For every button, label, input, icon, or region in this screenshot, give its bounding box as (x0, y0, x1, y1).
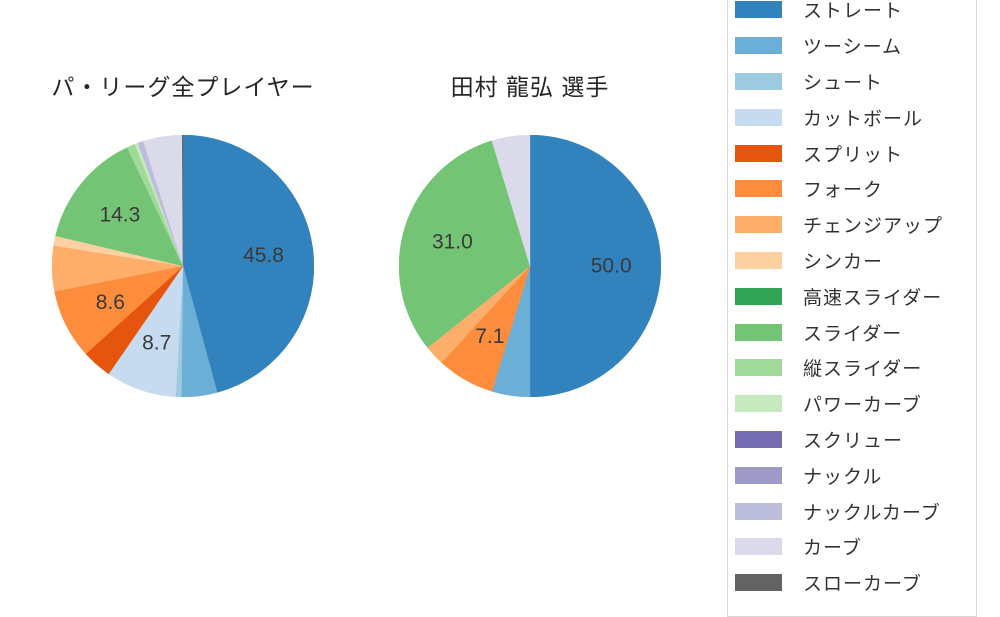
legend-swatch (735, 359, 782, 377)
legend-swatch (735, 502, 782, 520)
legend-item-label: カットボール (803, 108, 924, 130)
legend-swatch (735, 144, 782, 162)
legend-swatch (735, 538, 782, 556)
legend-swatch (735, 1, 782, 19)
pie-slice (55, 147, 184, 267)
legend-item-label: スローカーブ (803, 574, 922, 596)
pie-slice-label: 31.0 (432, 230, 473, 253)
legend-item: チェンジアップ (728, 207, 976, 243)
pie-slice-label: 45.8 (243, 244, 284, 267)
pie-slice-label: 7.1 (475, 325, 504, 348)
legend-item-label: ツーシーム (803, 37, 903, 59)
legend-item-label: チェンジアップ (803, 216, 944, 238)
legend-item: スローカーブ (728, 565, 976, 601)
pie-slice-label: 8.6 (96, 291, 125, 314)
legend-item: ストレート (728, 0, 976, 28)
legend-item: シンカー (728, 243, 976, 279)
legend-swatch (735, 37, 782, 55)
pie-chart-right: 50.0 7.1 31.0 (399, 135, 661, 397)
legend-swatch (735, 466, 782, 484)
legend-swatch (735, 323, 782, 341)
legend-item-label: スライダー (803, 323, 903, 345)
legend-item: フォーク (728, 171, 976, 207)
pie-title-left: パ・リーグ全プレイヤー (51, 74, 315, 100)
legend-item-label: パワーカーブ (803, 395, 922, 417)
legend-item-label: ナックル (803, 466, 883, 488)
legend: ストレートツーシームシュートカットボール スプリットフォークチェンジアップ シンカー… (727, 0, 977, 617)
legend-item-label: ストレート (803, 1, 904, 23)
pie-slice-label: 50.0 (591, 255, 632, 278)
legend-item-label: シンカー (803, 251, 884, 273)
legend-item: シュート (728, 64, 976, 100)
legend-swatch (735, 180, 782, 198)
legend-item-label: 縦スライダー (803, 359, 923, 381)
legend-swatch (735, 574, 782, 592)
pie-title-right: 田村 龍弘 選手 (450, 74, 610, 100)
pie-slice (181, 135, 184, 267)
pie-slice-label: 14.3 (99, 203, 140, 226)
pie-slice-label: 8.7 (142, 331, 171, 354)
legend-item: カットボール (728, 99, 976, 135)
legend-item-label: スクリュー (803, 430, 904, 452)
legend-item: スクリュー (728, 422, 976, 458)
legend-swatch (735, 287, 782, 305)
legend-swatch (735, 395, 782, 413)
legend-item-label: フォーク (803, 180, 884, 202)
pie-chart-left: 45.8 8.7 8.6 14.3 (52, 135, 314, 397)
pie-slice (399, 140, 531, 348)
legend-item: カーブ (728, 529, 976, 565)
legend-item: ナックルカーブ (728, 493, 976, 529)
pie-slice (529, 135, 661, 397)
legend-item-label: カーブ (803, 538, 862, 560)
legend-item: パワーカーブ (728, 386, 976, 422)
legend-item: スライダー (728, 314, 976, 350)
legend-swatch (735, 430, 782, 448)
legend-item: ナックル (728, 457, 976, 493)
legend-item-label: シュート (803, 72, 884, 94)
legend-swatch (735, 251, 782, 269)
legend-item-label: 高速スライダー (803, 287, 943, 309)
legend-item-label: ナックルカーブ (803, 502, 941, 524)
legend-item: 高速スライダー (728, 278, 976, 314)
legend-swatch (735, 72, 782, 90)
legend-item: ツーシーム (728, 28, 976, 64)
pie-slice (182, 135, 314, 393)
legend-item: 縦スライダー (728, 350, 976, 386)
pie-slice (491, 135, 531, 267)
legend-swatch (735, 216, 782, 234)
legend-item: スプリット (728, 135, 976, 171)
legend-swatch (735, 108, 782, 126)
legend-item-label: スプリット (803, 144, 904, 166)
